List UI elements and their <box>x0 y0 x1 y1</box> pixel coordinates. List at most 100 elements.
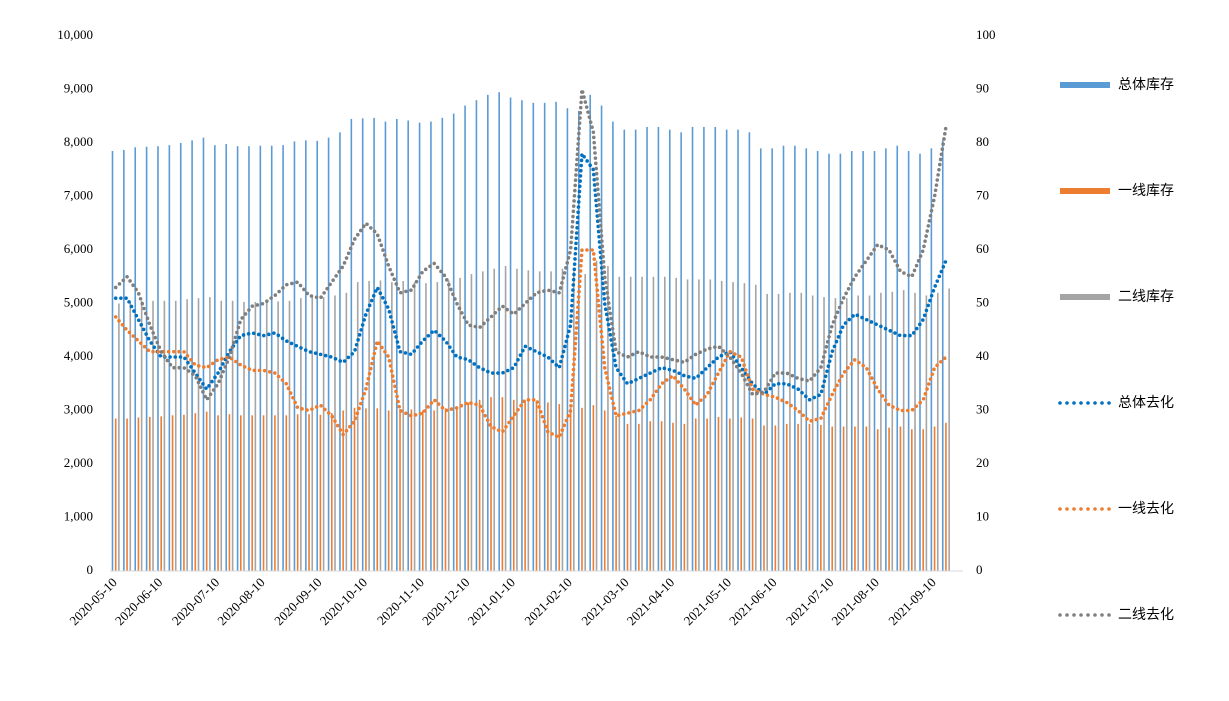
bar <box>577 110 580 572</box>
bar <box>137 417 140 571</box>
bar <box>823 297 825 571</box>
y-tick-label: 5,000 <box>64 294 93 309</box>
x-tick-label: 2020-08-10 <box>214 575 268 629</box>
bar <box>816 151 819 571</box>
y2-tick-label: 50 <box>976 294 989 309</box>
bar <box>524 400 526 571</box>
bar <box>421 410 424 571</box>
bar <box>748 132 751 572</box>
bar <box>217 415 219 571</box>
bar <box>759 148 762 571</box>
bar <box>774 425 777 571</box>
bar <box>592 405 595 571</box>
bar <box>842 426 845 571</box>
bar <box>418 122 421 572</box>
bar <box>220 300 223 571</box>
bar <box>202 137 205 571</box>
y2-tick-label: 20 <box>976 455 989 470</box>
bar <box>811 295 814 571</box>
bar <box>691 126 694 571</box>
bar <box>126 418 128 571</box>
bar <box>845 298 848 571</box>
bar <box>145 146 148 571</box>
bar <box>274 415 276 571</box>
bar <box>470 274 473 571</box>
bar <box>504 266 507 571</box>
bar <box>725 129 728 571</box>
bar <box>569 407 572 571</box>
bar <box>751 418 754 571</box>
bar <box>914 292 916 571</box>
legend-label: 总体库存 <box>1118 77 1174 93</box>
bar <box>342 410 344 571</box>
y2-tick-label: 0 <box>976 562 983 577</box>
y2-tick-label: 80 <box>976 134 989 149</box>
bar <box>353 407 356 571</box>
bar <box>365 408 367 571</box>
bar <box>797 423 799 571</box>
x-tick-label: 2021-09-10 <box>885 575 939 629</box>
bar <box>368 281 370 571</box>
bar <box>248 146 250 571</box>
bar <box>174 300 177 571</box>
bar <box>573 271 575 571</box>
line <box>113 89 948 404</box>
bar <box>493 268 496 571</box>
bar <box>527 270 530 571</box>
bar <box>922 429 924 571</box>
bar <box>194 413 197 571</box>
bar <box>334 295 336 571</box>
bar <box>402 281 405 571</box>
bar <box>919 153 921 571</box>
bar <box>236 146 239 571</box>
legend-label: 二线去化 <box>1118 607 1174 623</box>
x-tick-label: 2020-11-10 <box>374 575 427 628</box>
bar <box>410 409 413 571</box>
bar <box>214 145 216 571</box>
bar <box>387 410 390 571</box>
bar <box>907 151 910 571</box>
bar <box>873 151 876 571</box>
y-tick-label: 0 <box>87 562 94 577</box>
bar <box>694 418 697 571</box>
bar <box>618 276 621 571</box>
bar <box>820 424 822 571</box>
bar <box>794 145 796 572</box>
y-tick-label: 10,000 <box>57 27 93 42</box>
x-tick-label: 2020-10-10 <box>317 575 371 629</box>
bar <box>634 129 637 571</box>
bar <box>183 414 185 571</box>
x-tick-label: 2021-02-10 <box>521 575 575 629</box>
y-tick-label: 1,000 <box>64 508 93 523</box>
bar <box>171 415 174 571</box>
bar <box>467 402 470 571</box>
bar <box>933 426 936 571</box>
bar <box>521 100 523 571</box>
bar <box>391 282 393 571</box>
bar <box>447 280 450 571</box>
bar <box>478 399 481 571</box>
bar <box>706 418 708 571</box>
bar <box>118 303 120 571</box>
bar <box>475 100 478 571</box>
x-tick-label: 2020-07-10 <box>169 575 223 629</box>
bar <box>509 97 512 572</box>
bar <box>285 415 288 571</box>
bar <box>808 423 811 571</box>
bar <box>766 293 768 571</box>
bar <box>652 276 655 571</box>
bar <box>265 301 268 571</box>
x-tick-label: 2021-06-10 <box>726 575 780 629</box>
bar <box>413 282 416 571</box>
bar <box>899 426 902 571</box>
bar <box>376 408 379 571</box>
bar <box>293 141 296 571</box>
bar <box>698 279 700 571</box>
bar <box>209 297 211 571</box>
bar <box>649 421 652 571</box>
legend-label: 二线库存 <box>1118 289 1174 305</box>
y2-tick-label: 100 <box>976 27 996 42</box>
legend-label: 一线去化 <box>1118 501 1174 517</box>
bar <box>490 397 492 571</box>
